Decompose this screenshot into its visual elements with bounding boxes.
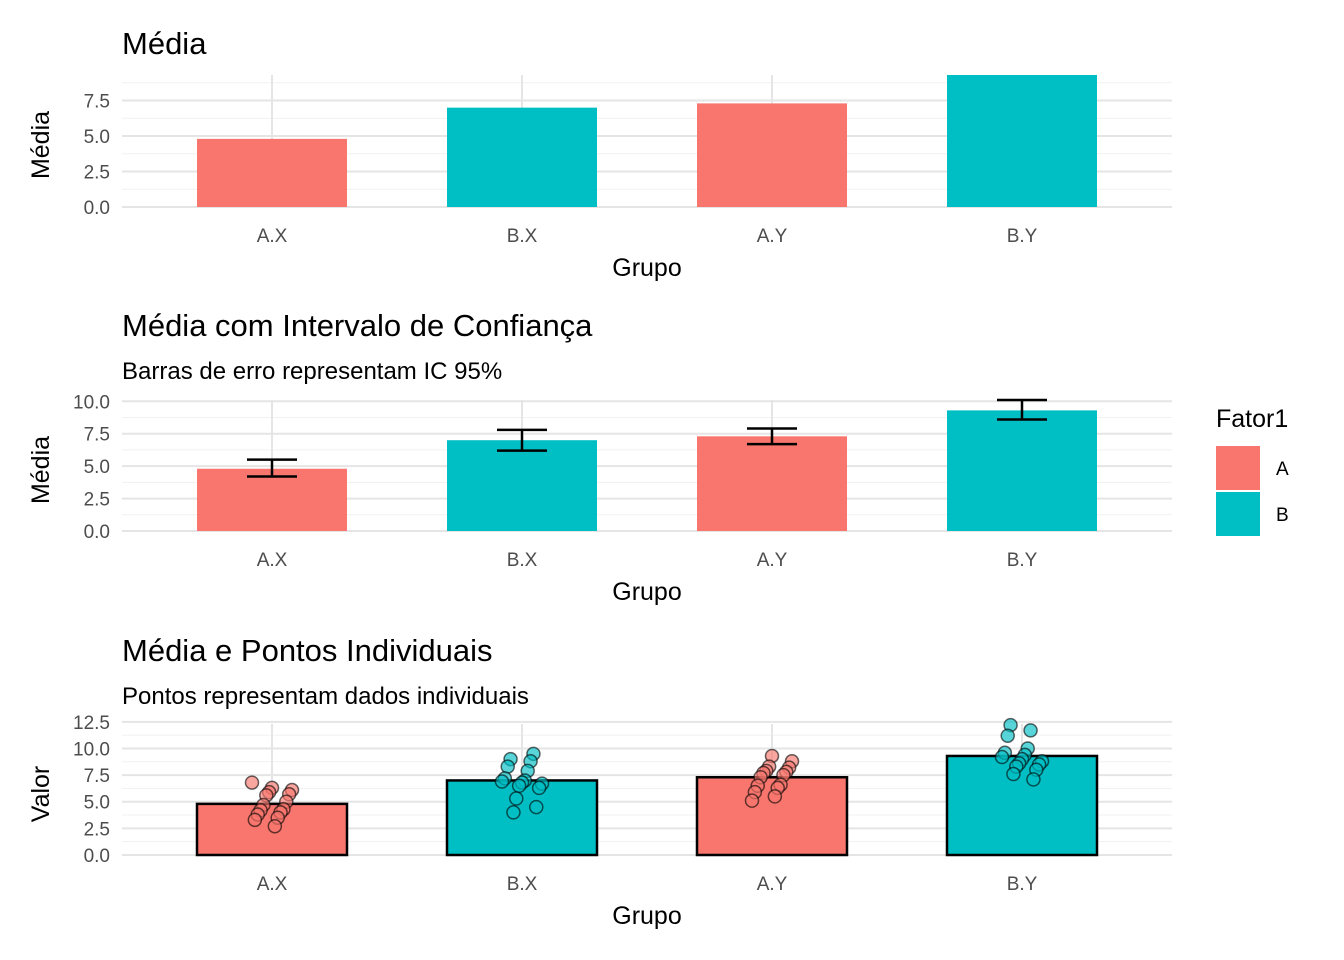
bar-a-x: [197, 138, 347, 207]
y-tick-label: 5.0: [84, 127, 110, 148]
legend-key-a: [1216, 446, 1260, 490]
y-tick-label: 7.5: [84, 425, 110, 446]
data-point: [244, 775, 260, 790]
data-point: [506, 805, 521, 820]
data-point: [500, 759, 515, 774]
y-tick-label: 2.5: [84, 819, 110, 840]
chart-panel-media-ic: Média com Intervalo de Confiança Barras …: [27, 308, 1172, 606]
y-tick-label: 10.0: [73, 739, 110, 760]
bar-a-x: [197, 468, 347, 531]
y-tick-labels: 0.0 2.5 5.0 7.5 10.0: [73, 392, 110, 543]
y-tick-label: 12.5: [73, 713, 110, 734]
y-tick-label: 5.0: [84, 457, 110, 478]
data-point: [509, 791, 524, 806]
error-bar: [247, 458, 297, 478]
legend-title: Fator1: [1216, 405, 1288, 433]
x-tick-labels: A.X B.X A.Y B.Y: [257, 550, 1038, 571]
y-tick-label: 5.0: [84, 793, 110, 814]
y-tick-label: 0.0: [84, 522, 110, 543]
bars: [195, 754, 1099, 857]
y-axis-title: Valor: [27, 766, 55, 823]
x-axis-title: Grupo: [612, 902, 681, 930]
x-tick-label: A.Y: [757, 874, 788, 895]
bar-b-y: [947, 410, 1097, 531]
error-bar: [997, 398, 1047, 421]
data-point: [494, 774, 510, 789]
y-axis-title: Média: [27, 436, 55, 504]
y-tick-label: 0.0: [84, 846, 110, 867]
chart-title: Média: [122, 26, 207, 61]
bar-a-y: [697, 103, 847, 207]
chart-subtitle: Pontos representam dados individuais: [122, 683, 529, 710]
chart-panel-media: Média 0.0 2.5 5.0 7.5 A.X B.X A.Y B.Y Grupo Mé…: [27, 26, 1172, 282]
x-tick-label: A.X: [257, 874, 288, 895]
data-point: [529, 799, 544, 815]
data-points: [244, 717, 1050, 834]
data-point: [531, 780, 547, 796]
bars: [197, 410, 1097, 531]
data-point: [1026, 772, 1041, 787]
data-point: [511, 778, 527, 794]
chart-title: Média com Intervalo de Confiança: [122, 308, 593, 343]
y-tick-label: 0.0: [84, 198, 110, 219]
x-tick-label: B.X: [507, 550, 538, 571]
bars: [197, 75, 1097, 207]
bar-b-y: [945, 754, 1099, 857]
legend-label-a: A: [1276, 459, 1289, 480]
data-point: [744, 793, 760, 808]
data-point: [1023, 723, 1038, 738]
x-tick-label: B.Y: [1007, 226, 1038, 247]
y-tick-label: 10.0: [73, 392, 110, 413]
data-point: [267, 818, 283, 834]
data-point: [994, 749, 1010, 765]
bar-b-x: [447, 440, 597, 531]
y-tick-label: 2.5: [84, 163, 110, 184]
x-tick-label: B.X: [507, 874, 538, 895]
chart-title: Média e Pontos Individuais: [122, 633, 493, 668]
bar-a-y: [697, 436, 847, 531]
chart-panel-pontos: Média e Pontos Individuais Pontos repres…: [27, 633, 1172, 930]
legend: Fator1 A B: [1216, 405, 1289, 536]
data-point: [767, 789, 783, 804]
x-axis-title: Grupo: [612, 578, 681, 606]
x-tick-labels: A.X B.X A.Y B.Y: [257, 226, 1038, 247]
y-tick-labels: 0.0 2.5 5.0 7.5 10.0 12.5: [73, 713, 110, 867]
data-point: [247, 812, 263, 828]
x-tick-labels: A.X B.X A.Y B.Y: [257, 874, 1038, 895]
x-tick-label: B.Y: [1007, 874, 1038, 895]
bar-b-x: [447, 107, 597, 207]
error-bar: [497, 428, 547, 452]
legend-key-b: [1216, 492, 1260, 536]
x-tick-label: A.Y: [757, 226, 788, 247]
bar-b-y: [947, 75, 1097, 207]
legend-label-b: B: [1276, 505, 1289, 526]
data-point: [1006, 766, 1021, 782]
chart-subtitle: Barras de erro representam IC 95%: [122, 358, 502, 385]
x-tick-label: B.Y: [1007, 550, 1038, 571]
y-tick-label: 2.5: [84, 490, 110, 511]
x-tick-label: A.X: [257, 550, 288, 571]
error-bars: [247, 398, 1047, 478]
y-axis-title: Média: [27, 111, 55, 179]
x-tick-label: A.X: [257, 226, 288, 247]
error-bar: [747, 427, 797, 446]
data-point: [1000, 728, 1015, 743]
x-axis-title: Grupo: [612, 254, 681, 282]
x-tick-label: A.Y: [757, 550, 788, 571]
y-tick-labels: 0.0 2.5 5.0 7.5: [84, 92, 110, 219]
x-tick-label: B.X: [507, 226, 538, 247]
y-tick-label: 7.5: [84, 92, 110, 113]
y-tick-label: 7.5: [84, 766, 110, 787]
